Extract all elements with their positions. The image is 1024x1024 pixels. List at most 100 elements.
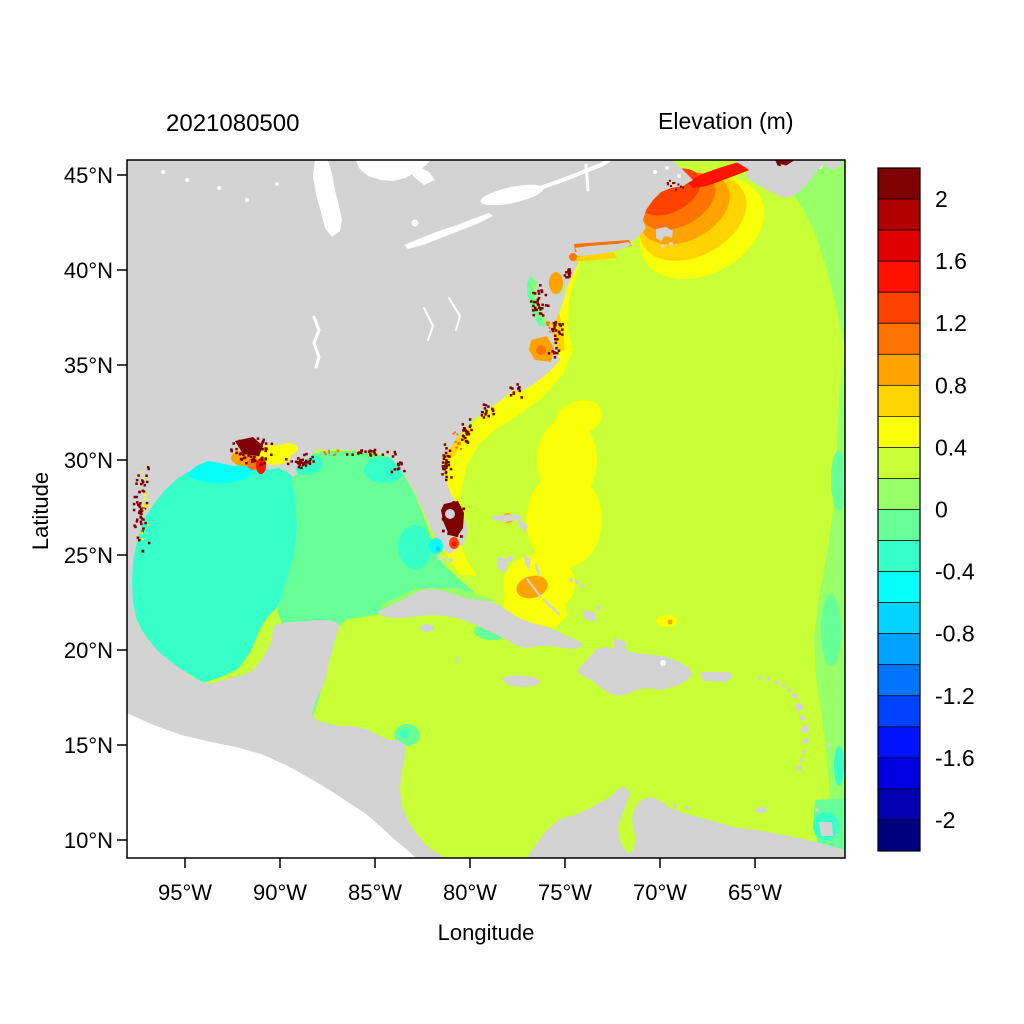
louisiana-yellow-2 bbox=[278, 443, 298, 455]
margarita bbox=[755, 807, 767, 813]
lake-huron bbox=[356, 160, 431, 181]
colorbar-cell bbox=[877, 322, 921, 355]
nicaragua-corner-teal bbox=[400, 730, 408, 738]
trinidad bbox=[819, 822, 833, 836]
mayaguana bbox=[596, 605, 602, 611]
strip-teal-2 bbox=[834, 746, 844, 786]
mobile-orange-speckles bbox=[323, 449, 340, 457]
colorbar-cell bbox=[877, 726, 921, 759]
colorbar-cell bbox=[877, 198, 921, 231]
hispaniola-south-yellow bbox=[656, 615, 678, 627]
abc-islands bbox=[661, 802, 689, 810]
y-tick-label: 10°N bbox=[64, 828, 113, 853]
cat-island bbox=[534, 563, 541, 577]
gulf-of-mexico-teal bbox=[127, 463, 303, 683]
top-edge-darkred-speckles bbox=[777, 161, 787, 167]
outer-banks-speckles bbox=[547, 321, 564, 359]
y-tick-label: 25°N bbox=[64, 543, 113, 568]
abaco bbox=[517, 519, 528, 532]
x-tick-label: 75°W bbox=[538, 880, 592, 905]
strip-green-1 bbox=[831, 450, 845, 510]
colorbar-tick-label: -1.2 bbox=[935, 683, 975, 709]
colorbar-cell bbox=[877, 167, 921, 200]
georgian-bay bbox=[413, 164, 435, 185]
small-lakes-maine bbox=[653, 166, 681, 178]
jamaica bbox=[501, 675, 541, 687]
x-tick-label: 65°W bbox=[728, 880, 782, 905]
louisiana-speckles bbox=[230, 437, 274, 467]
texas-coast-speckles bbox=[132, 466, 151, 553]
bahamas-yellow-1 bbox=[526, 472, 602, 568]
colorbar-cell bbox=[877, 416, 921, 448]
hispaniola bbox=[577, 647, 693, 696]
florida-bay-red bbox=[451, 541, 457, 547]
long-island bbox=[575, 242, 632, 256]
y-tick-label: 45°N bbox=[64, 163, 113, 188]
lake-erie bbox=[404, 213, 493, 249]
colorbar-cell bbox=[877, 602, 921, 635]
colorbar-cell bbox=[877, 229, 921, 262]
maine-coast-speckles bbox=[666, 179, 685, 191]
new-jersey-speckles bbox=[563, 268, 572, 279]
exuma-chain bbox=[526, 578, 542, 598]
map-border bbox=[126, 159, 846, 859]
colorbar-tick-label: -2 bbox=[935, 807, 955, 833]
x-tick-label: 90°W bbox=[253, 880, 307, 905]
x-axis-label: Longitude bbox=[437, 920, 535, 945]
colorbar-tick-label: -0.8 bbox=[935, 621, 975, 647]
colorbar-cell bbox=[877, 260, 921, 293]
georgia-orange-speckles bbox=[452, 431, 462, 450]
colorbar-border bbox=[877, 167, 921, 852]
y-tick-label: 40°N bbox=[64, 258, 113, 283]
lake-st-clair bbox=[411, 219, 419, 227]
colorbar-tick-label: 1.2 bbox=[935, 310, 967, 336]
colorbar-tick-label: -0.4 bbox=[935, 559, 975, 585]
florida-tip-blue bbox=[435, 546, 441, 552]
axes: 95°W 90°W 85°W 80°W 75°W 70°W 65°W 45°N 40°N 35°N… bbox=[64, 163, 782, 905]
pamlico-deep-orange bbox=[536, 345, 546, 355]
ny-harbor-orange bbox=[569, 253, 577, 261]
colorbar-cell bbox=[877, 819, 921, 852]
colorbar-tick-label: 2 bbox=[935, 186, 948, 212]
hispaniola-south-orange bbox=[667, 619, 673, 625]
pacific-no-data bbox=[127, 713, 416, 858]
colorbar-cell bbox=[877, 633, 921, 666]
colorbar-cell bbox=[877, 540, 921, 572]
great-inagua bbox=[613, 638, 627, 651]
eleuthera bbox=[524, 555, 531, 570]
swflorida-teal bbox=[398, 525, 432, 569]
small-lakes-nw bbox=[161, 170, 279, 202]
florida-keys bbox=[437, 556, 453, 562]
puerto-rico bbox=[700, 672, 732, 682]
colorbar-tick-label: 0.8 bbox=[935, 372, 967, 398]
run-timestamp-title: 2021080500 bbox=[166, 110, 300, 137]
new-jersey-orange bbox=[549, 272, 563, 294]
y-tick-label: 15°N bbox=[64, 733, 113, 758]
new-providence bbox=[507, 556, 513, 562]
florida-tip-cyan bbox=[429, 538, 443, 554]
colorbar-cell bbox=[877, 788, 921, 821]
cayman bbox=[455, 658, 459, 662]
colorbar-cell bbox=[877, 353, 921, 386]
colorbar-tick-label: 0.4 bbox=[935, 434, 967, 460]
bigbend-speckles bbox=[390, 461, 406, 474]
colorbar-cell bbox=[877, 571, 921, 603]
south-america bbox=[527, 787, 845, 858]
south-florida-speckles bbox=[441, 501, 466, 538]
lake-ontario bbox=[480, 184, 544, 206]
long-island-bahamas bbox=[542, 598, 561, 616]
colorbar-cell bbox=[877, 478, 921, 510]
colorbar-tick-label: 0 bbox=[935, 497, 948, 523]
y-tick-label: 35°N bbox=[64, 353, 113, 378]
delta-speckles bbox=[284, 452, 315, 470]
colorbar: 2 1.6 1.2 0.8 0.4 0 -0.4 -0.8 -1.2 -1.6 -2 bbox=[877, 167, 975, 852]
x-tick-label: 95°W bbox=[158, 880, 212, 905]
x-tick-label: 80°W bbox=[443, 880, 497, 905]
lesser-antilles bbox=[757, 676, 831, 812]
texas-coast-yellow-speckles bbox=[140, 471, 150, 541]
crooked-acklins bbox=[583, 610, 597, 621]
carolina-river-1 bbox=[423, 307, 434, 341]
panhandle-speckles bbox=[345, 448, 397, 458]
